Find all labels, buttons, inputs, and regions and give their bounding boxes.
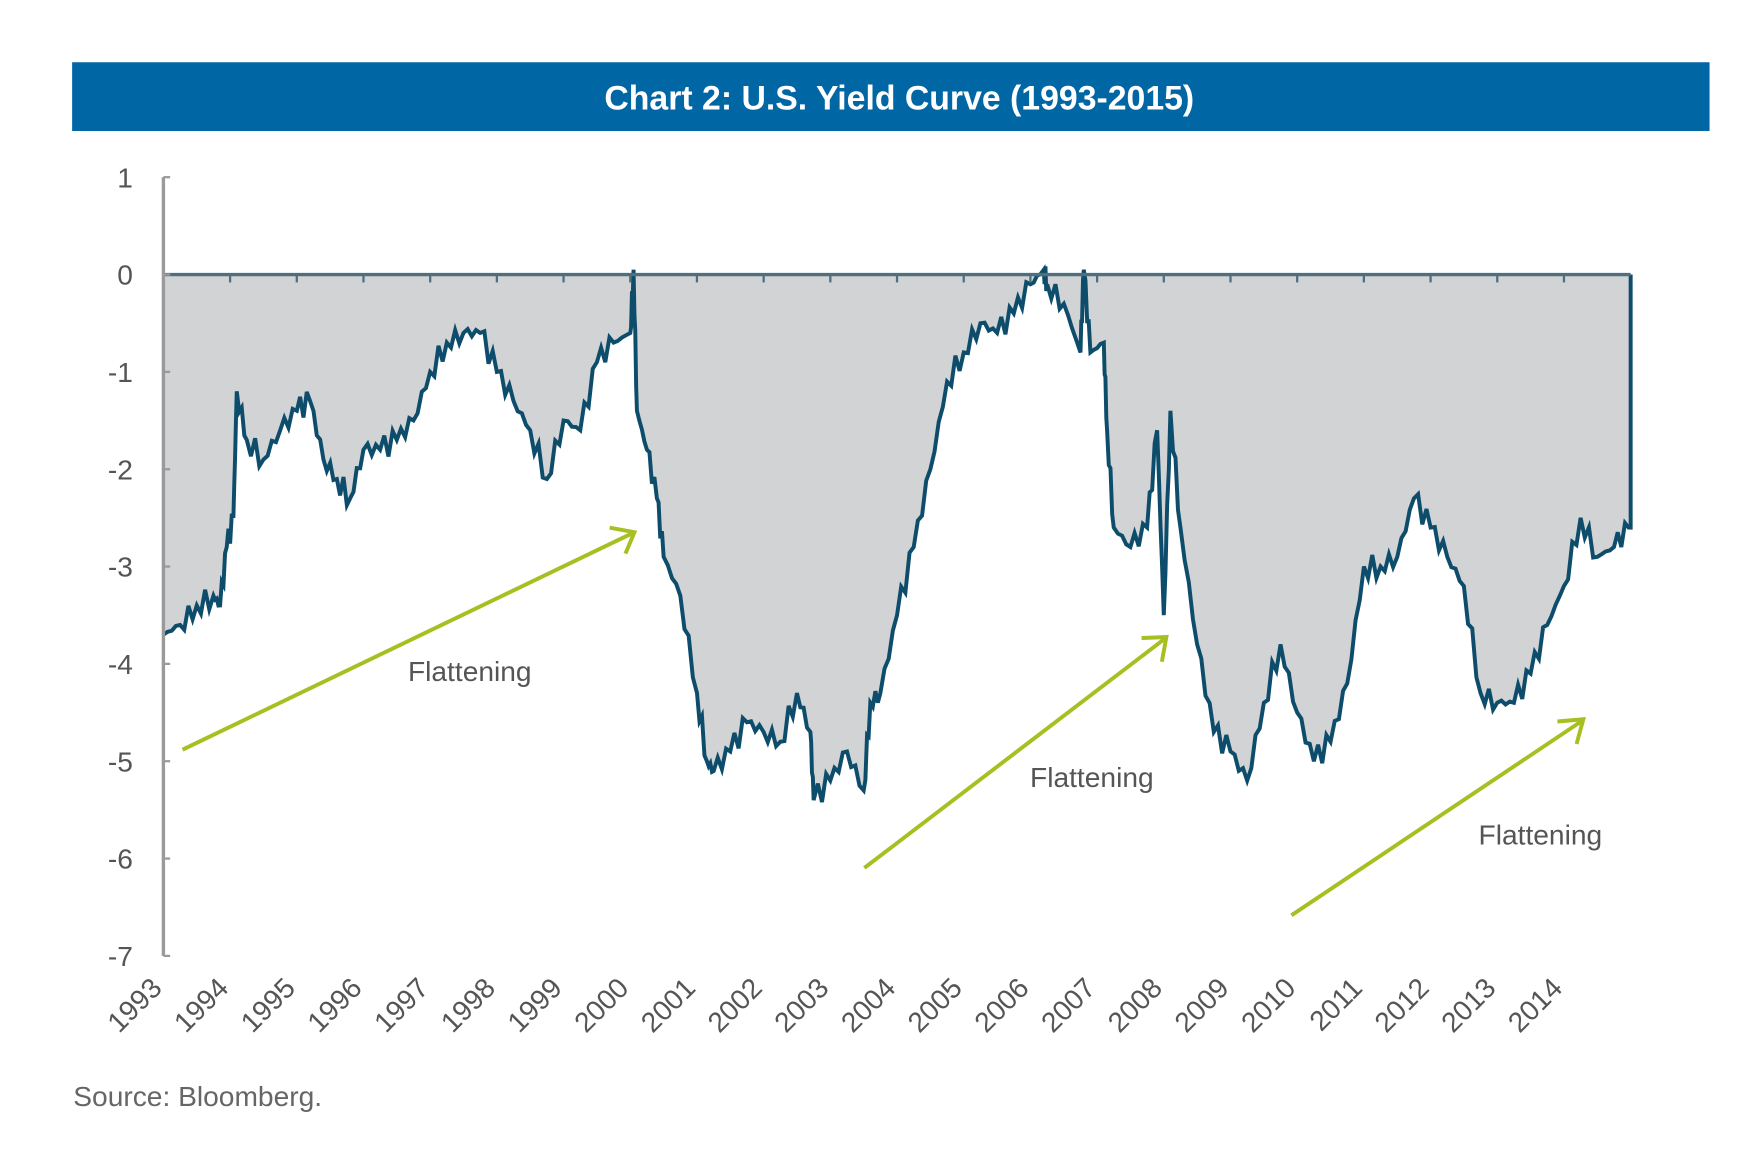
x-tick-label: 2006 [968, 971, 1035, 1038]
y-tick-label: -6 [108, 843, 133, 875]
x-tick-label: 2000 [568, 971, 635, 1038]
x-tick-label: 2012 [1368, 971, 1435, 1038]
annotation-label: Flattening [1479, 818, 1603, 850]
x-tick-label: 2003 [768, 971, 835, 1038]
x-tick-label: 1995 [234, 971, 301, 1038]
area-fill [163, 266, 1631, 803]
arrowhead-icon [1557, 717, 1586, 745]
arrow-line [1290, 719, 1583, 917]
y-tick-label: -1 [108, 356, 133, 388]
x-tick-label: 2002 [701, 971, 768, 1038]
x-tick-label: 2001 [634, 971, 701, 1038]
x-tick-label: 2013 [1435, 971, 1502, 1038]
x-tick-label: 2011 [1303, 971, 1368, 1036]
arrow-line [181, 531, 634, 752]
y-tick-label: 0 [117, 259, 133, 291]
x-tick-label: 1998 [434, 971, 501, 1038]
chart-title: Chart 2: U.S. Yield Curve (1993-2015) [604, 80, 1194, 118]
y-tick-label: -7 [108, 940, 133, 972]
arrowhead-icon [1141, 634, 1169, 663]
x-tick-label: 1996 [301, 971, 368, 1038]
annotation-label: Flattening [408, 655, 532, 687]
x-tick-label: 1994 [167, 971, 234, 1038]
arrowhead-icon [609, 525, 638, 555]
y-tick-label: -3 [108, 551, 133, 583]
x-tick-label: 1999 [501, 971, 568, 1038]
x-tick-label: 1997 [367, 971, 434, 1038]
yield-curve-line [162, 264, 1633, 803]
plot-area [162, 264, 1633, 803]
annotation-label: Flattening [1030, 761, 1154, 793]
x-tick-label: 2014 [1501, 971, 1568, 1038]
annotation-flattening-3: Flattening [1290, 717, 1603, 917]
x-tick-label: 2010 [1235, 971, 1302, 1038]
x-tick-label: 2009 [1168, 971, 1235, 1038]
y-tick-label: -4 [108, 648, 133, 680]
arrow-line [863, 637, 1166, 870]
x-tick-label: 2005 [901, 971, 968, 1038]
source-note: Source: Bloomberg. [73, 1080, 322, 1112]
x-tick-label: 2008 [1101, 971, 1168, 1038]
y-tick-label: 1 [117, 161, 133, 193]
annotation-flattening-1: Flattening [181, 525, 638, 752]
x-tick-label: 2007 [1034, 971, 1101, 1038]
annotation-flattening-2: Flattening [863, 634, 1169, 870]
y-tick-label: -5 [108, 745, 133, 777]
x-tick-label: 2004 [834, 971, 901, 1038]
title-bar [72, 62, 1710, 131]
x-tick-label: 1993 [101, 971, 168, 1038]
y-tick-label: -2 [108, 453, 133, 485]
y-axis: 1 0 -1 -2 -3 -4 -5 -6 -7 [108, 161, 171, 972]
